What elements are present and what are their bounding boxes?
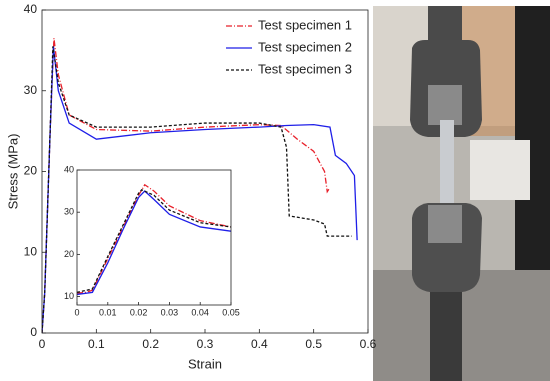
y-tick-label: 40 bbox=[64, 164, 74, 174]
upper-jaw bbox=[428, 85, 462, 125]
y-tick-label: 20 bbox=[24, 164, 38, 178]
y-tick-label: 30 bbox=[24, 83, 38, 97]
x-tick-label: 0 bbox=[39, 337, 46, 351]
y-tick-label: 10 bbox=[24, 244, 38, 258]
plot-area bbox=[77, 170, 231, 305]
y-tick-label: 10 bbox=[64, 291, 74, 301]
x-tick-label: 0 bbox=[74, 307, 79, 317]
upper-rod bbox=[428, 6, 462, 46]
x-tick-label: 0.2 bbox=[142, 337, 159, 351]
lower-jaw bbox=[428, 205, 462, 243]
x-tick-label: 0.04 bbox=[191, 307, 209, 317]
cabinet bbox=[470, 140, 530, 200]
x-tick-label: 0.5 bbox=[305, 337, 322, 351]
x-axis-label: Strain bbox=[188, 356, 222, 371]
y-axis-label: Stress (MPa) bbox=[5, 134, 20, 210]
x-tick-label: 0.03 bbox=[161, 307, 179, 317]
x-tick-label: 0.01 bbox=[99, 307, 117, 317]
x-tick-label: 0.4 bbox=[251, 337, 268, 351]
axes-frame bbox=[76, 169, 232, 306]
legend-box bbox=[220, 13, 365, 85]
legend-label: Test specimen 3 bbox=[258, 61, 352, 76]
x-tick-label: 0.02 bbox=[130, 307, 148, 317]
specimen bbox=[440, 120, 454, 210]
x-tick-label: 0.05 bbox=[222, 307, 240, 317]
series-line bbox=[77, 183, 231, 294]
series-line bbox=[42, 46, 352, 333]
lower-rod bbox=[430, 292, 462, 381]
series-line bbox=[42, 38, 331, 333]
y-tick-label: 30 bbox=[64, 207, 74, 217]
y-tick-label: 0 bbox=[30, 325, 37, 339]
series-line bbox=[77, 190, 231, 296]
legend-label: Test specimen 2 bbox=[258, 39, 352, 54]
x-tick-label: 0.1 bbox=[88, 337, 105, 351]
x-tick-label: 0.3 bbox=[197, 337, 214, 351]
x-tick-label: 0.6 bbox=[360, 337, 377, 351]
photo bbox=[373, 6, 550, 381]
axes-frame bbox=[41, 9, 369, 334]
y-tick-label: 20 bbox=[64, 249, 74, 259]
legend-label: Test specimen 1 bbox=[258, 17, 352, 32]
inset-chart: 0 0.01 0.02 0.03 0.04 0.05 10 20 30 40 bbox=[64, 164, 240, 317]
y-tick-label: 40 bbox=[24, 2, 38, 16]
